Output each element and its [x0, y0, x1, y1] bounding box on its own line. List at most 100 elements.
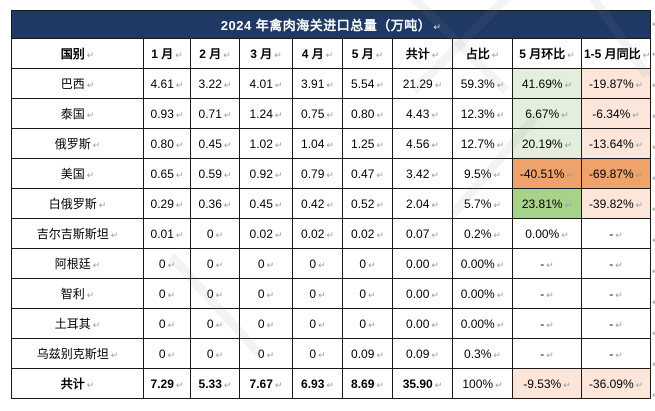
- cell-value: 4.43: [406, 106, 430, 121]
- column-header: 4 月 ↵: [292, 38, 343, 69]
- column-header: 共计 ↵: [392, 38, 453, 69]
- paragraph-mark-icon: ↵: [496, 139, 505, 150]
- paragraph-mark-icon: ↵: [175, 109, 184, 120]
- cell-value: 0.80: [150, 136, 174, 151]
- value-cell: 4.61 ↵: [143, 68, 191, 99]
- paragraph-mark-icon: ↵: [326, 229, 334, 240]
- value-cell: 0 ↵: [292, 278, 343, 309]
- paragraph-mark-icon: ↵: [175, 139, 184, 150]
- cell-value: 0: [309, 256, 317, 271]
- country-cell: 巴西 ↵: [11, 68, 144, 99]
- cell-value: 1.04: [301, 136, 325, 151]
- cell-value: 0.00: [406, 316, 430, 331]
- cell-value: -39.82%: [588, 196, 634, 211]
- column-header-label: 占比: [465, 47, 490, 61]
- value-cell: 0.09 ↵: [342, 338, 393, 369]
- value-cell: - ↵: [580, 338, 652, 369]
- value-cell: 0.00% ↵: [452, 308, 513, 339]
- paragraph-mark-icon: ↵: [110, 350, 119, 360]
- row-end-mark: ↵: [652, 101, 655, 132]
- cell-value: 0.52: [351, 196, 375, 211]
- paragraph-mark-icon: ↵: [86, 380, 95, 390]
- paragraph-mark-icon: ↵: [615, 259, 623, 270]
- value-cell: 0 ↵: [292, 308, 343, 339]
- paragraph-mark-icon: ↵: [215, 259, 224, 270]
- paragraph-mark-icon: ↵: [368, 259, 376, 270]
- row-end-mark: ↵: [652, 132, 655, 163]
- value-cell: 0.71 ↵: [190, 98, 240, 129]
- country-cell: 吉尔吉斯斯坦 ↵: [11, 218, 144, 249]
- country-label: 土耳其: [54, 317, 91, 331]
- paragraph-mark-icon: ↵: [223, 109, 232, 120]
- cell-value: 12.3%: [460, 106, 495, 121]
- cell-value: 0: [158, 346, 166, 361]
- value-cell: 0.47 ↵: [342, 158, 393, 189]
- value-cell: 0 ↵: [292, 338, 343, 369]
- table-header-row: 国别 ↵ 1 月 ↵ 2 月 ↵ 3 月 ↵ 4 月 ↵ 5 月 ↵ 共计 ↵ 占比 ↵ 5 月环比 ↵ 1-5 月…: [11, 38, 652, 69]
- cell-value: 4.56: [406, 136, 430, 151]
- paragraph-mark-icon: ↵: [652, 266, 655, 277]
- paragraph-mark-icon: ↵: [215, 289, 224, 300]
- value-cell: 0.00 ↵: [392, 308, 453, 339]
- value-cell: 0.45 ↵: [239, 188, 293, 219]
- cell-value: -19.87%: [588, 76, 634, 91]
- value-cell: 4.56 ↵: [392, 128, 453, 159]
- row-end-mark: ↵: [652, 380, 655, 411]
- paragraph-mark-icon: ↵: [652, 19, 655, 30]
- paragraph-mark-icon: ↵: [546, 259, 554, 270]
- table-row: 俄罗斯 ↵ 0.80 ↵ 0.45 ↵ 1.02 ↵ 1.04 ↵ 1.25 ↵ 4.56 ↵ 12.7% ↵…: [11, 128, 652, 159]
- value-cell: -19.87% ↵: [580, 68, 652, 99]
- value-cell: 4.43 ↵: [392, 98, 453, 129]
- cell-value: -: [609, 256, 614, 271]
- cell-value: 0.45: [249, 196, 273, 211]
- value-cell: 0 ↵: [239, 338, 293, 369]
- paragraph-mark-icon: ↵: [376, 349, 384, 360]
- value-cell: 0.92 ↵: [239, 158, 293, 189]
- column-header-label: 国别: [60, 47, 85, 61]
- value-cell: 0 ↵: [190, 338, 240, 369]
- value-cell: 0 ↵: [342, 278, 393, 309]
- paragraph-mark-icon: ↵: [215, 229, 224, 240]
- country-cell: 泰国 ↵: [11, 98, 144, 129]
- row-end-mark: ↵: [652, 256, 655, 287]
- cell-value: 0: [309, 316, 317, 331]
- value-cell: 0 ↵: [239, 248, 293, 279]
- cell-value: 0.02: [301, 226, 325, 241]
- paragraph-mark-icon: ↵: [652, 80, 655, 91]
- cell-value: 0.80: [351, 106, 375, 121]
- paragraph-mark-icon: ↵: [376, 379, 384, 390]
- paragraph-mark-icon: ↵: [546, 319, 554, 330]
- cell-value: -: [540, 286, 545, 301]
- value-cell: 0 ↵: [342, 308, 393, 339]
- value-cell: 0.80 ↵: [143, 128, 191, 159]
- paragraph-mark-icon: ↵: [496, 79, 505, 90]
- cell-value: -: [609, 316, 614, 331]
- cell-value: 59.3%: [460, 76, 495, 91]
- paragraph-mark-icon: ↵: [546, 289, 554, 300]
- cell-value: 0.02: [351, 226, 375, 241]
- paragraph-mark-icon: ↵: [215, 349, 224, 360]
- paragraph-mark-icon: ↵: [635, 199, 644, 210]
- paragraph-mark-icon: ↵: [266, 349, 275, 360]
- cell-value: 3.22: [198, 76, 222, 91]
- row-end-mark: ↵: [652, 287, 655, 318]
- cell-value: -13.64%: [588, 136, 634, 151]
- cell-value: -: [540, 346, 545, 361]
- paragraph-mark-icon: ↵: [434, 79, 443, 90]
- country-label: 泰国: [60, 107, 85, 121]
- cell-value: -9.53%: [523, 376, 562, 391]
- paragraph-mark-icon: ↵: [615, 319, 623, 330]
- paragraph-mark-icon: ↵: [615, 349, 623, 360]
- paragraph-mark-icon: ↵: [223, 169, 232, 180]
- paragraph-mark-icon: ↵: [635, 169, 644, 180]
- paragraph-mark-icon: ↵: [615, 289, 623, 300]
- cell-value: 0: [359, 256, 367, 271]
- paragraph-mark-icon: ↵: [86, 80, 95, 90]
- column-header-label: 1 月: [151, 47, 174, 61]
- paragraph-mark-icon: ↵: [167, 349, 176, 360]
- paragraph-mark-icon: ↵: [92, 140, 101, 150]
- cell-value: 0.59: [198, 166, 222, 181]
- value-cell: 0.2% ↵: [452, 218, 513, 249]
- cell-value: -: [609, 226, 614, 241]
